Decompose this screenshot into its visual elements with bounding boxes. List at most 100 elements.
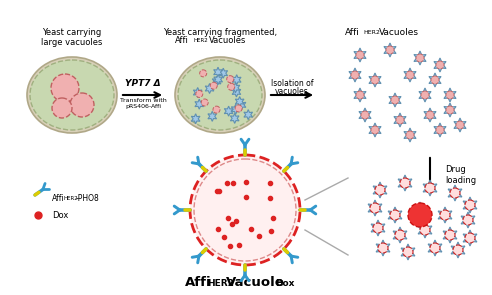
Polygon shape	[404, 68, 416, 82]
Polygon shape	[369, 73, 381, 87]
Circle shape	[453, 245, 463, 255]
Polygon shape	[359, 108, 371, 122]
Polygon shape	[371, 220, 385, 236]
Circle shape	[361, 111, 369, 119]
Polygon shape	[418, 222, 432, 238]
Polygon shape	[389, 93, 401, 107]
Polygon shape	[232, 87, 241, 97]
Circle shape	[370, 203, 380, 213]
Polygon shape	[424, 108, 436, 122]
Circle shape	[431, 76, 439, 84]
Polygon shape	[368, 200, 382, 216]
Circle shape	[446, 91, 454, 99]
Polygon shape	[191, 114, 200, 124]
Polygon shape	[235, 96, 244, 106]
Text: Vacuoles: Vacuoles	[379, 28, 419, 37]
Polygon shape	[463, 197, 477, 213]
Polygon shape	[231, 104, 240, 114]
Circle shape	[446, 106, 454, 114]
Circle shape	[375, 185, 385, 195]
Circle shape	[378, 243, 388, 253]
Polygon shape	[414, 51, 426, 65]
Polygon shape	[413, 202, 427, 218]
Circle shape	[420, 225, 430, 235]
Text: YPT7 Δ: YPT7 Δ	[125, 78, 161, 88]
Text: Vacuole: Vacuole	[226, 276, 285, 289]
Polygon shape	[438, 207, 452, 223]
Text: Yeast carrying
large vacuoles: Yeast carrying large vacuoles	[41, 28, 103, 47]
Circle shape	[421, 91, 429, 99]
Polygon shape	[205, 83, 214, 94]
Text: Affi: Affi	[185, 276, 212, 289]
Circle shape	[416, 54, 424, 62]
Circle shape	[463, 215, 473, 225]
Text: Affi: Affi	[175, 36, 189, 45]
Polygon shape	[354, 88, 366, 102]
Text: Vacuoles: Vacuoles	[209, 36, 246, 45]
Circle shape	[51, 74, 79, 102]
Circle shape	[390, 210, 400, 220]
Polygon shape	[404, 128, 416, 142]
Polygon shape	[451, 242, 465, 258]
Polygon shape	[224, 106, 233, 116]
Circle shape	[52, 98, 72, 118]
Circle shape	[465, 233, 475, 243]
Polygon shape	[212, 76, 221, 86]
Polygon shape	[388, 207, 402, 223]
Polygon shape	[384, 43, 396, 57]
Circle shape	[403, 247, 413, 257]
Circle shape	[356, 51, 364, 59]
Polygon shape	[454, 118, 466, 132]
Polygon shape	[394, 113, 406, 127]
Circle shape	[371, 76, 379, 84]
Polygon shape	[237, 100, 246, 110]
Polygon shape	[369, 123, 381, 137]
Polygon shape	[444, 88, 456, 102]
Polygon shape	[444, 103, 456, 117]
Text: Dox: Dox	[52, 211, 68, 219]
Circle shape	[426, 111, 434, 119]
Polygon shape	[219, 68, 228, 78]
Polygon shape	[349, 68, 361, 82]
Circle shape	[436, 126, 444, 134]
Polygon shape	[231, 83, 240, 93]
Circle shape	[391, 96, 399, 104]
Circle shape	[456, 121, 464, 129]
Polygon shape	[461, 212, 475, 228]
Polygon shape	[428, 240, 442, 256]
Circle shape	[450, 188, 460, 198]
Circle shape	[415, 205, 425, 215]
Circle shape	[371, 126, 379, 134]
Circle shape	[190, 155, 300, 265]
Polygon shape	[373, 182, 387, 198]
Circle shape	[406, 131, 414, 139]
Circle shape	[70, 93, 94, 117]
Circle shape	[228, 83, 235, 90]
Polygon shape	[195, 99, 204, 109]
Circle shape	[373, 223, 383, 233]
Polygon shape	[401, 244, 415, 260]
Circle shape	[430, 243, 440, 253]
Polygon shape	[434, 58, 446, 72]
Polygon shape	[232, 75, 241, 85]
Text: Transform with
pRS406-Affi: Transform with pRS406-Affi	[120, 98, 166, 109]
Polygon shape	[448, 185, 462, 201]
Circle shape	[396, 116, 404, 124]
Text: Yeast carrying fragmented,: Yeast carrying fragmented,	[163, 28, 277, 37]
Polygon shape	[398, 175, 412, 191]
Circle shape	[386, 46, 394, 54]
Circle shape	[465, 200, 475, 210]
Text: HER2: HER2	[63, 196, 78, 201]
Circle shape	[440, 210, 450, 220]
Polygon shape	[244, 110, 252, 120]
Polygon shape	[214, 74, 222, 84]
Circle shape	[210, 82, 217, 89]
Polygon shape	[463, 230, 477, 246]
Circle shape	[200, 70, 207, 77]
Ellipse shape	[27, 57, 117, 133]
Polygon shape	[230, 113, 239, 123]
Text: HER2: HER2	[193, 38, 208, 43]
Circle shape	[425, 183, 435, 193]
Text: Affi: Affi	[345, 28, 360, 37]
Circle shape	[235, 105, 242, 112]
